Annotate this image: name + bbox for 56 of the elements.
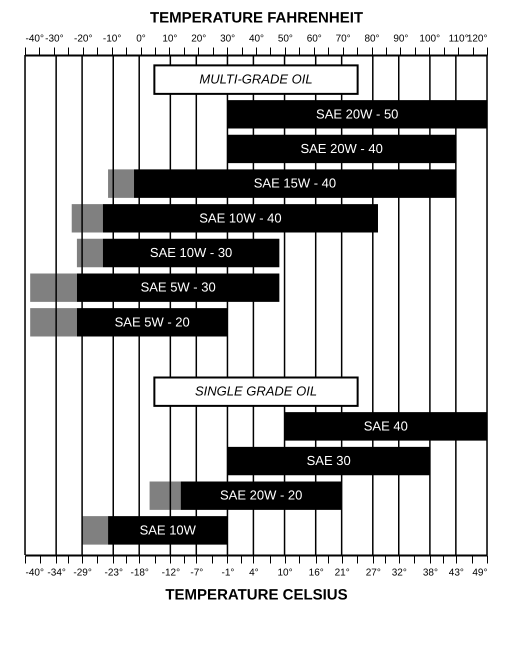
- x2-tick-label: 0°: [136, 34, 146, 44]
- x-tick-label: -40°: [26, 568, 44, 578]
- x2-tick-label: 100°: [419, 34, 440, 44]
- x-tick-label: -1°: [222, 568, 234, 578]
- x-tick-label: 43°: [448, 568, 464, 578]
- y-tick-label: SAE 10W - 30: [150, 244, 232, 260]
- x-tick-label: -7°: [190, 568, 204, 578]
- annotation: MULTI-GRADE OIL: [199, 72, 313, 87]
- bar: [30, 273, 77, 302]
- x-tick-label: 16°: [308, 568, 324, 578]
- x-tick-label: -29°: [73, 568, 92, 578]
- y-tick-label: SAE 10W: [140, 522, 197, 538]
- y-tick-label: SAE 10W - 40: [199, 210, 282, 226]
- x-tick-label: -34°: [47, 568, 66, 578]
- x-tick-label: -12°: [162, 568, 180, 578]
- y-tick-label: SAE 5W - 20: [114, 314, 190, 330]
- x-tick-label: -23°: [104, 568, 123, 578]
- x-tick-label: 32°: [392, 568, 407, 578]
- x2-tick-label: 10°: [162, 34, 178, 44]
- annotation: SINGLE GRADE OIL: [194, 384, 318, 399]
- x2-tick-label: -10°: [102, 34, 122, 44]
- bar: [30, 308, 77, 337]
- bar: [150, 481, 181, 510]
- y-tick-label: SAE 20W - 20: [220, 488, 302, 503]
- x-tick-label: 10°: [277, 568, 293, 578]
- x2-tick-label: -30°: [45, 34, 64, 44]
- x2-tick-label: 90°: [393, 34, 408, 44]
- x-tick-label: 49°: [472, 568, 488, 578]
- x2-tick-label: 70°: [336, 34, 351, 44]
- x-tick-label: 4°: [249, 568, 259, 578]
- y-tick-label: SAE 20W - 40: [300, 140, 383, 156]
- bar: [72, 204, 103, 233]
- x-tick-label: 27°: [366, 568, 381, 578]
- y-tick-label: SAE 5W - 30: [140, 280, 216, 295]
- x2-tick-label: 40°: [248, 34, 264, 44]
- x2-tick-label: 50°: [278, 34, 293, 44]
- x2-tick-label: 80°: [364, 34, 380, 44]
- x-tick-label: 21°: [334, 568, 350, 578]
- x2-tick-label: 60°: [306, 34, 322, 44]
- bar: [82, 516, 108, 545]
- y-tick-label: SAE 20W - 50: [316, 106, 398, 122]
- x-tick-label: 38°: [422, 568, 438, 578]
- bar: [76, 238, 103, 268]
- bar: [108, 169, 134, 198]
- y-tick-label: SAE 30: [306, 453, 351, 468]
- x2-tick-label: -40°: [26, 34, 44, 44]
- x2-tick-label: -20°: [74, 34, 92, 44]
- x2-tick-label: 120°: [466, 34, 488, 44]
- x-axis-title: TEMPERATURE CELSIUS: [165, 586, 348, 604]
- x2-axis-title: TEMPERATURE FAHRENHEIT: [150, 10, 364, 26]
- x2-tick-label: 110°: [448, 34, 469, 44]
- y-tick-label: SAE 40: [364, 418, 408, 434]
- x2-tick-label: 20°: [191, 34, 206, 44]
- y-tick-label: SAE 15W - 40: [254, 176, 336, 191]
- x-tick-label: -18°: [130, 568, 149, 578]
- x2-tick-label: 30°: [220, 34, 236, 44]
